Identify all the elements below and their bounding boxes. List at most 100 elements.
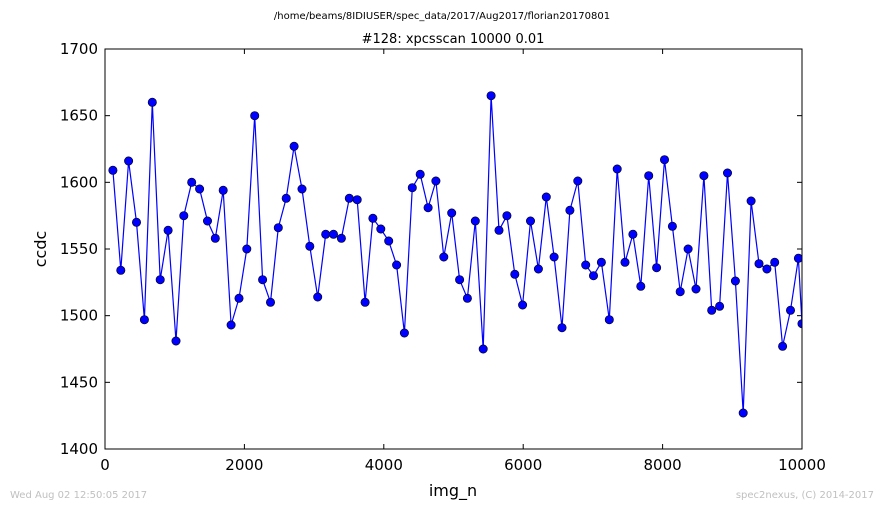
data-point: [171, 336, 181, 346]
data-point: [573, 176, 583, 186]
chart-suptitle: /home/beams/8IDIUSER/spec_data/2017/Aug2…: [274, 11, 610, 22]
data-point: [297, 184, 307, 194]
data-point: [218, 185, 228, 195]
data-point: [423, 203, 433, 213]
data-point: [691, 284, 701, 294]
data-point: [336, 233, 346, 243]
plot-area: [108, 91, 802, 418]
data-point: [305, 241, 315, 251]
data-point: [746, 196, 756, 206]
data-point: [754, 259, 764, 269]
data-point: [203, 216, 213, 226]
data-point: [588, 271, 598, 281]
data-point: [139, 315, 149, 325]
data-point: [541, 192, 551, 202]
data-point: [447, 208, 457, 218]
data-point: [384, 236, 394, 246]
x-tick-label: 6000: [504, 456, 542, 474]
data-point: [675, 287, 685, 297]
data-point: [226, 320, 236, 330]
data-point: [124, 156, 134, 166]
data-point: [762, 264, 772, 274]
data-point: [455, 275, 465, 285]
y-tick-label: 1400: [60, 440, 98, 458]
data-point: [462, 293, 472, 303]
data-point: [431, 176, 441, 186]
data-point: [179, 211, 189, 221]
data-point: [628, 229, 638, 239]
data-point: [368, 213, 378, 223]
data-point: [793, 253, 802, 263]
data-point: [439, 252, 449, 262]
data-point: [770, 257, 780, 267]
data-point: [470, 216, 480, 226]
data-point: [525, 216, 535, 226]
data-point: [321, 229, 331, 239]
chart-title: #128: xpcsscan 10000 0.01: [362, 32, 545, 47]
data-point: [187, 177, 197, 187]
data-point: [620, 257, 630, 267]
data-point: [778, 341, 788, 351]
data-point: [667, 221, 677, 231]
data-point: [415, 169, 425, 179]
data-point: [273, 223, 283, 233]
data-point: [116, 265, 126, 275]
plot-frame: [104, 48, 803, 450]
data-point: [478, 344, 488, 354]
data-point: [234, 293, 244, 303]
data-point: [360, 297, 370, 307]
data-point: [730, 276, 740, 286]
x-tick-label: 2000: [225, 456, 263, 474]
data-point: [195, 184, 205, 194]
data-point: [494, 225, 504, 235]
data-point: [707, 305, 717, 315]
data-point: [612, 164, 622, 174]
series-line: [112, 95, 802, 414]
axis-ticks: 0 2000 4000 6000 8000 10000 1400 1450 1500 1550 16…: [60, 40, 826, 474]
data-point: [518, 300, 528, 310]
data-point: [722, 168, 732, 178]
data-point: [155, 275, 165, 285]
data-point: [250, 111, 260, 121]
footer-credit: spec2nexus, (C) 2014-2017: [735, 490, 874, 501]
data-point: [407, 183, 417, 193]
x-axis-label: img_n: [429, 481, 477, 501]
data-point: [108, 165, 118, 175]
data-point: [644, 171, 654, 181]
data-point: [399, 328, 409, 338]
y-tick-label: 1650: [60, 107, 98, 125]
y-tick-label: 1600: [60, 173, 98, 191]
data-point: [328, 229, 338, 239]
data-point: [549, 252, 559, 262]
data-point: [502, 211, 512, 221]
y-tick-label: 1450: [60, 373, 98, 391]
data-point: [596, 257, 606, 267]
data-point: [715, 301, 725, 311]
data-point: [738, 408, 748, 418]
data-point: [581, 260, 591, 270]
y-tick-label: 1500: [60, 307, 98, 325]
data-point: [265, 297, 275, 307]
data-point: [557, 323, 567, 333]
data-point: [163, 225, 173, 235]
data-point: [281, 193, 291, 203]
data-point: [683, 244, 693, 254]
data-point: [652, 263, 662, 273]
y-axis-label: ccdc: [31, 231, 50, 268]
x-tick-label: 4000: [365, 456, 403, 474]
data-point: [376, 224, 386, 234]
data-point: [659, 155, 669, 165]
data-point: [132, 217, 142, 227]
data-point: [392, 260, 402, 270]
y-tick-label: 1700: [60, 40, 98, 58]
data-point: [699, 171, 709, 181]
data-point: [604, 315, 614, 325]
data-point: [344, 193, 354, 203]
data-point: [352, 195, 362, 205]
x-tick-label: 10000: [778, 456, 826, 474]
data-point: [785, 305, 795, 315]
data-point: [147, 97, 157, 107]
data-point: [636, 281, 646, 291]
x-tick-label: 8000: [644, 456, 682, 474]
